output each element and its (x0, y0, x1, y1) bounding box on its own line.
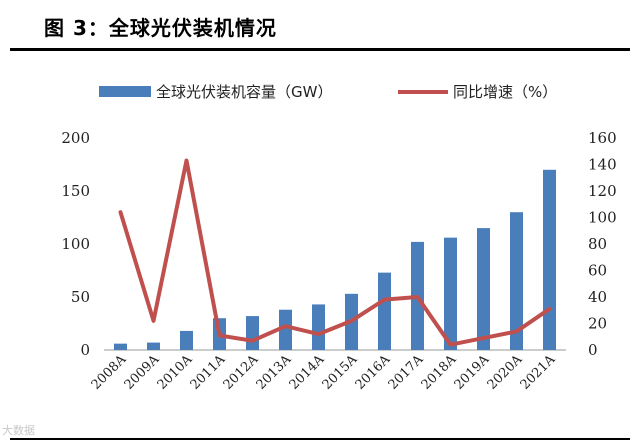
growth-point-2021A (549, 308, 550, 310)
bar-2013A (279, 309, 292, 350)
bar-2010A (180, 330, 193, 350)
x-tick-label: 2010A (155, 352, 196, 393)
growth-point-2009A (153, 320, 154, 322)
right-tick-label: 140 (588, 156, 617, 174)
x-tick-label: 2018A (419, 352, 460, 393)
growth-point-2015A (351, 320, 352, 322)
bar-2021A (543, 169, 556, 350)
bottom-rule (10, 438, 630, 440)
growth-point-2018A (450, 344, 451, 346)
growth-point-2019A (483, 337, 484, 339)
x-tick-label: 2017A (386, 352, 427, 393)
bar-2008A (114, 343, 127, 350)
growth-point-2011A (219, 334, 220, 336)
growth-point-2008A (120, 211, 121, 213)
right-tick-label: 0 (588, 341, 598, 359)
right-tick-label: 120 (588, 182, 617, 200)
x-tick-label: 2009A (122, 352, 163, 393)
right-tick-label: 60 (588, 262, 607, 280)
legend-bar-swatch (99, 86, 151, 97)
bar-2019A (477, 228, 490, 350)
bar-2020A (510, 212, 523, 350)
left-tick-label: 150 (61, 182, 90, 200)
left-tick-label: 100 (61, 235, 90, 253)
growth-point-2014A (318, 333, 319, 335)
bar-2016A (378, 272, 391, 350)
right-tick-label: 20 (588, 315, 607, 333)
bar-2014A (312, 304, 325, 350)
bar-2009A (147, 342, 160, 350)
bar-2012A (246, 316, 259, 350)
growth-point-2016A (384, 299, 385, 301)
growth-point-2020A (516, 330, 517, 332)
left-tick-label: 50 (71, 288, 90, 306)
growth-point-2013A (285, 325, 286, 327)
x-tick-label: 2012A (221, 352, 262, 393)
x-tick-label: 2013A (254, 352, 295, 393)
growth-point-2010A (186, 160, 187, 162)
figure-title: 图 3：全球光伏装机情况 (44, 16, 277, 40)
growth-point-2017A (417, 296, 418, 298)
x-tick-label: 2019A (452, 352, 493, 393)
title-rule (10, 48, 630, 51)
right-tick-label: 100 (588, 209, 617, 227)
x-tick-label: 2015A (320, 352, 361, 393)
x-tick-label: 2020A (485, 352, 526, 393)
x-tick-label: 2016A (353, 352, 394, 393)
x-tick-label: 2014A (287, 352, 328, 393)
growth-rate-line (118, 158, 552, 347)
x-tick-label: 2008A (89, 352, 130, 393)
legend-line-label: 同比增速（%） (453, 83, 557, 101)
x-tick-label: 2021A (518, 352, 559, 393)
left-tick-label: 200 (61, 129, 90, 147)
watermark: 大数据 (2, 424, 35, 437)
right-tick-label: 40 (588, 288, 607, 306)
x-tick-label: 2011A (188, 352, 229, 393)
bar-2018A (444, 237, 457, 350)
left-tick-label: 0 (80, 341, 90, 359)
right-tick-label: 80 (588, 235, 607, 253)
legend-bar-label: 全球光伏装机容量（GW） (156, 83, 332, 101)
right-tick-label: 160 (588, 129, 617, 147)
growth-point-2012A (252, 340, 253, 342)
